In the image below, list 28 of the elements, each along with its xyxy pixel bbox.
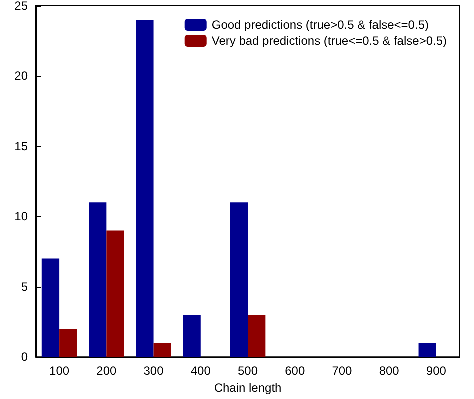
bar xyxy=(106,230,124,358)
x-tick-label: 900 xyxy=(426,364,447,378)
bar xyxy=(230,202,248,358)
legend-label: Good predictions (true>0.5 & false<=0.5) xyxy=(212,18,429,32)
legend-label: Very bad predictions (true<=0.5 & false>0.5) xyxy=(212,34,448,48)
x-axis-title: Chain length xyxy=(214,381,282,395)
x-tick-label: 400 xyxy=(190,364,212,378)
bar xyxy=(42,258,60,358)
bar xyxy=(89,202,107,358)
bar xyxy=(154,343,172,358)
bar xyxy=(248,314,266,358)
y-tick-label: 10 xyxy=(14,210,28,224)
x-tick-label: 500 xyxy=(238,364,258,378)
x-tick-label: 800 xyxy=(379,364,400,378)
y-tick-label: 20 xyxy=(14,69,28,84)
bar xyxy=(418,343,436,358)
x-tick-label: 700 xyxy=(332,364,353,378)
bar xyxy=(60,329,78,358)
y-tick-label: 5 xyxy=(21,280,28,294)
x-tick-label: 300 xyxy=(144,364,164,378)
bar xyxy=(183,314,201,358)
x-tick-label: 600 xyxy=(285,364,306,378)
bar xyxy=(136,20,154,358)
y-tick-label: 0 xyxy=(21,350,28,364)
y-tick-label: 25 xyxy=(14,0,28,13)
x-tick-label: 100 xyxy=(50,364,70,378)
y-tick-label: 15 xyxy=(14,139,28,154)
x-tick-label: 200 xyxy=(96,364,117,378)
